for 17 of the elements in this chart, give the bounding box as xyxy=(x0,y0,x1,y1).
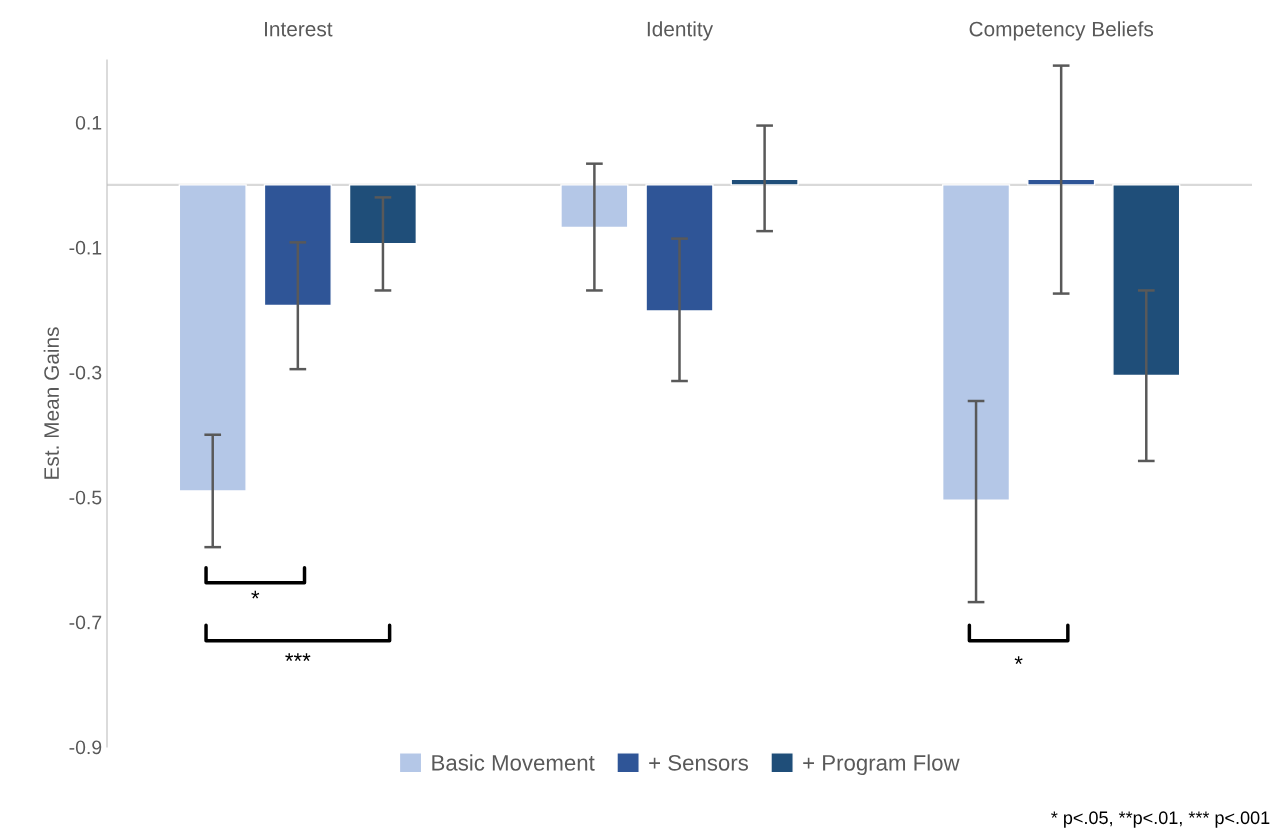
x-tick-label: Interest xyxy=(265,21,333,37)
legend-label: Basic Movement xyxy=(432,754,595,771)
y-tick-label: 0.1 xyxy=(75,115,102,130)
annotation: * xyxy=(251,590,260,599)
y-axis-title: Est. Mean Gains xyxy=(43,327,59,479)
legend-label: + Program Flow xyxy=(803,754,960,776)
y-tick-label: -0.7 xyxy=(69,615,102,630)
x-tick-label: Competency Beliefs xyxy=(969,21,1154,41)
annotation: *** xyxy=(285,653,311,661)
y-tick-label: -0.9 xyxy=(69,740,102,755)
legend-label: + Sensors xyxy=(649,754,748,771)
x-tick-label: Identity xyxy=(647,21,714,41)
text: * p<.05, **p<.01, *** p<.001 xyxy=(1051,811,1270,828)
y-tick-label: -0.1 xyxy=(69,240,102,255)
annotation: * xyxy=(1014,656,1023,665)
y-tick-label: -0.5 xyxy=(69,490,102,505)
y-tick-label: -0.3 xyxy=(69,365,102,380)
